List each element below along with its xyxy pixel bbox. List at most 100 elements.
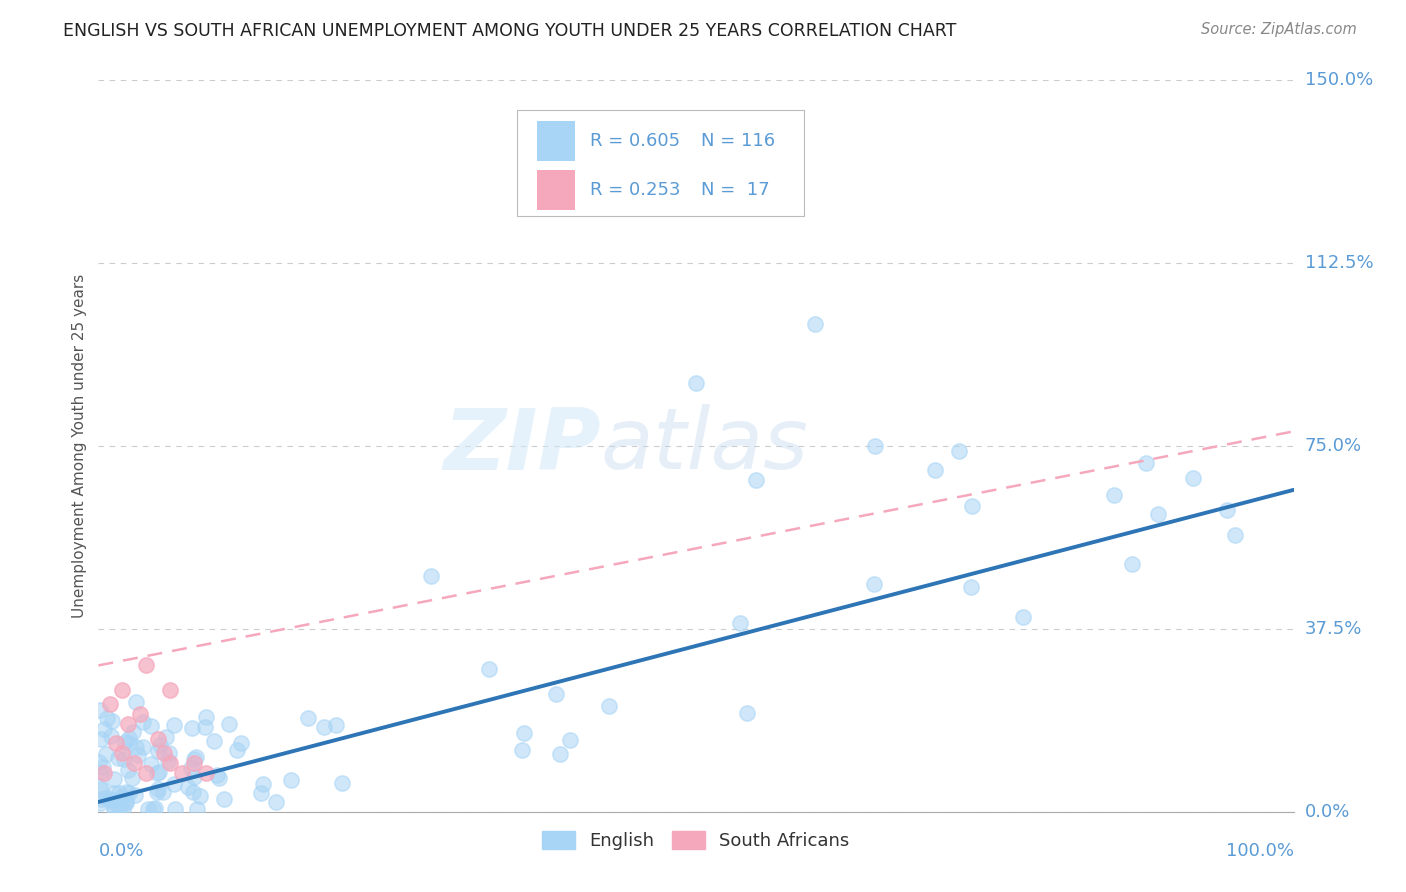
Point [103, 802, 125, 816]
Text: N = 116: N = 116 [700, 132, 775, 150]
Text: 0.0%: 0.0% [1305, 803, 1350, 821]
Point [107, 751, 129, 765]
Point [1181, 471, 1204, 485]
Point [114, 794, 136, 808]
Point [100, 730, 122, 744]
Point [139, 757, 162, 772]
Point [148, 764, 170, 779]
Point [252, 776, 274, 790]
Point [180, 721, 202, 735]
Point [1215, 503, 1237, 517]
Point [183, 751, 205, 765]
Point [195, 765, 218, 780]
Y-axis label: Unemployment Among Youth under 25 years: Unemployment Among Youth under 25 years [72, 274, 87, 618]
Point [124, 756, 146, 770]
Text: 112.5%: 112.5% [1305, 254, 1374, 272]
Point [148, 781, 170, 796]
Point [598, 698, 620, 713]
Point [1104, 488, 1126, 502]
Point [93, 765, 115, 780]
Point [114, 794, 136, 808]
Point [419, 568, 441, 582]
Point [96, 791, 118, 805]
Point [90, 781, 112, 796]
Point [157, 746, 180, 760]
Point [205, 767, 228, 781]
Point [510, 742, 533, 756]
Point [94, 747, 117, 762]
Point [108, 801, 131, 815]
Point [183, 756, 205, 770]
Point [181, 785, 204, 799]
Point [111, 682, 134, 697]
Point [152, 785, 174, 799]
Point [1011, 610, 1033, 624]
Point [103, 786, 125, 800]
Point [105, 736, 128, 750]
Point [1223, 528, 1246, 542]
Text: ZIP: ZIP [443, 404, 600, 488]
Text: 37.5%: 37.5% [1305, 620, 1362, 638]
Point [264, 795, 287, 809]
Point [129, 707, 152, 722]
Point [87, 780, 110, 794]
Point [103, 800, 125, 814]
Text: R = 0.253: R = 0.253 [589, 181, 681, 199]
Point [183, 770, 205, 784]
Point [865, 439, 887, 453]
Text: R = 0.605: R = 0.605 [589, 132, 679, 150]
Point [142, 802, 165, 816]
Point [745, 473, 768, 487]
Point [98, 698, 122, 712]
Point [108, 794, 131, 808]
Point [90, 792, 112, 806]
Point [117, 763, 139, 777]
Point [148, 731, 170, 746]
Legend: English, South Africans: English, South Africans [536, 823, 856, 857]
Point [121, 771, 143, 785]
Point [312, 720, 335, 734]
Point [112, 752, 135, 766]
Point [924, 463, 946, 477]
Point [250, 786, 273, 800]
Point [804, 317, 827, 331]
Point [114, 735, 136, 749]
Text: Source: ZipAtlas.com: Source: ZipAtlas.com [1201, 22, 1357, 37]
Point [135, 658, 157, 673]
Point [89, 702, 111, 716]
Point [218, 716, 240, 731]
Point [155, 730, 177, 744]
Text: ENGLISH VS SOUTH AFRICAN UNEMPLOYMENT AMONG YOUTH UNDER 25 YEARS CORRELATION CHA: ENGLISH VS SOUTH AFRICAN UNEMPLOYMENT AM… [63, 22, 956, 40]
Point [118, 731, 141, 745]
Point [89, 764, 111, 779]
Point [685, 376, 707, 390]
Point [118, 736, 141, 750]
Point [143, 800, 166, 814]
Point [163, 718, 186, 732]
Point [186, 750, 208, 764]
Point [110, 789, 132, 804]
Point [90, 731, 112, 746]
Point [146, 765, 169, 780]
Point [141, 719, 163, 733]
Point [948, 443, 970, 458]
Point [89, 796, 111, 810]
Point [208, 771, 231, 785]
Text: 150.0%: 150.0% [1305, 71, 1372, 89]
Point [202, 733, 225, 747]
Point [560, 732, 582, 747]
Point [146, 785, 169, 799]
Point [1121, 557, 1143, 571]
Point [863, 577, 886, 591]
Point [132, 715, 155, 730]
Point [194, 720, 217, 734]
Point [180, 761, 202, 775]
Point [101, 793, 124, 807]
Point [1147, 508, 1170, 522]
FancyBboxPatch shape [517, 110, 804, 216]
Point [146, 744, 169, 758]
Point [188, 789, 211, 803]
Point [325, 718, 347, 732]
Point [157, 754, 180, 768]
Point [115, 796, 138, 810]
